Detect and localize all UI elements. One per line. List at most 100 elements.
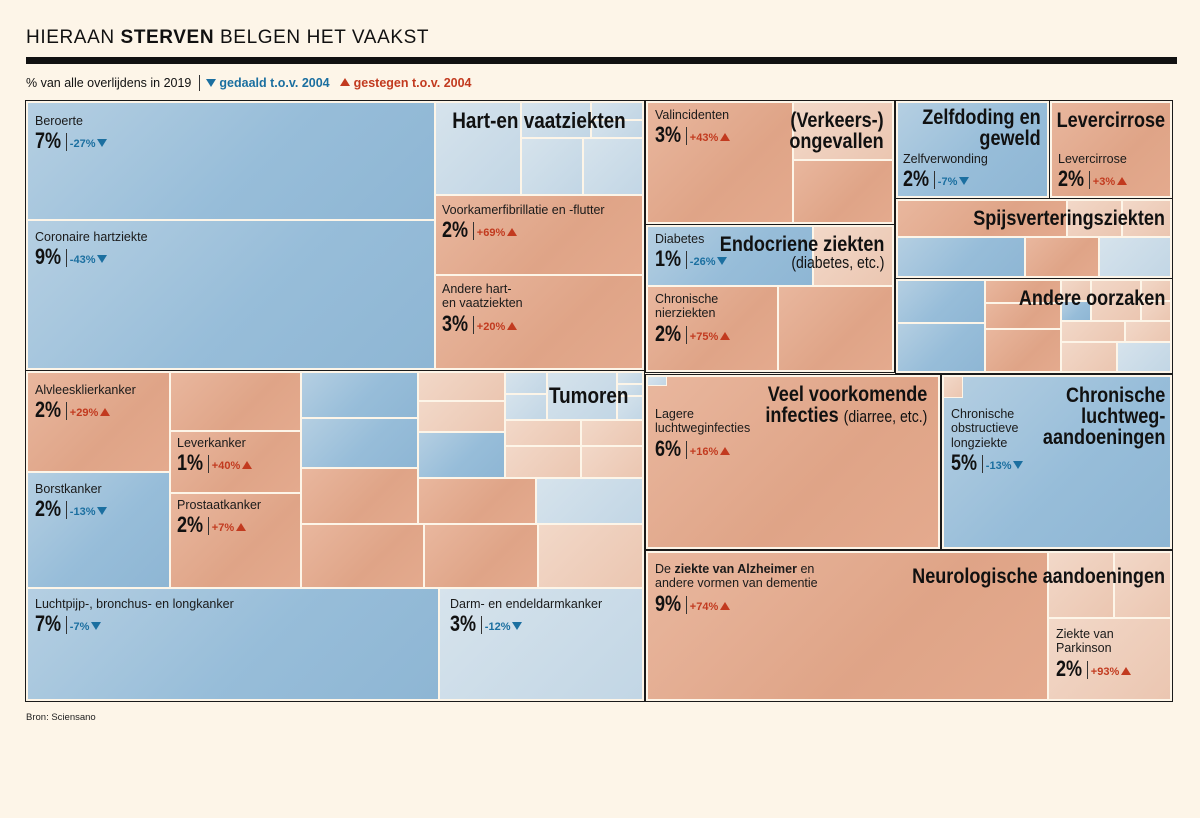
label-change: +16% xyxy=(690,446,734,458)
label-name: Valincidenten xyxy=(655,108,730,122)
triangle-down-icon xyxy=(959,177,970,186)
label-change: +75% xyxy=(690,331,734,343)
cell-andere xyxy=(1141,301,1171,321)
triangle-down-icon xyxy=(91,622,102,631)
cell-tumor-small xyxy=(617,396,643,420)
label-prostaat: Prostaatkanker 2% +7% xyxy=(177,498,261,536)
chart-title: HIERAAN STERVEN BELGEN HET VAAKST xyxy=(26,27,430,48)
triangle-up-icon xyxy=(720,446,731,455)
label-pct: 5% xyxy=(951,450,978,476)
cell-copd xyxy=(943,376,1171,548)
cell-coronaire-hartziekte xyxy=(27,220,435,369)
cell-hart-small xyxy=(591,102,643,120)
label-voorkamer: Voorkamerfibrillatie en -flutter 2% +69% xyxy=(442,203,605,241)
label-lagere-luchtweg: Lagere luchtweginfecties 6% +16% xyxy=(655,407,750,460)
label-pct: 2% xyxy=(442,217,469,243)
label-pct: 1% xyxy=(655,246,682,272)
cell-tumor-small xyxy=(301,418,418,468)
label-coronaire: Coronaire hartziekte 9% -43% xyxy=(35,230,148,268)
group-title-zelfdoding: Zelfdoding en geweld xyxy=(923,107,1041,149)
cell-tumor-small xyxy=(505,446,581,478)
label-pct: 2% xyxy=(177,512,204,538)
cell-verkeer-small xyxy=(793,102,893,160)
group-title-verkeer: (Verkeers-) ongevallen xyxy=(790,110,884,152)
label-zelfverwonding: Zelfverwonding 2% -7% xyxy=(903,152,988,190)
group-title-zelfdoding-line2: geweld xyxy=(979,127,1041,150)
group-title-spijs: Spijsverteringsziekten xyxy=(973,207,1165,230)
label-pct: 2% xyxy=(1056,655,1083,681)
label-change: -43% xyxy=(70,254,111,266)
triangle-up-icon xyxy=(720,133,731,142)
label-beroerte: Beroerte 7% -27% xyxy=(35,114,110,152)
triangle-up-icon xyxy=(236,523,247,532)
cell-alvleesklierkanker xyxy=(27,372,170,472)
label-andere-hart: Andere hart-en vaatziekten 3% +20% xyxy=(442,282,523,335)
label-pct: 2% xyxy=(655,320,682,346)
cell-andere xyxy=(897,323,985,372)
legend: % van alle overlijdens in 2019 gedaald t… xyxy=(26,74,472,92)
label-valincidenten: Valincidenten 3% +43% xyxy=(655,108,734,146)
label-long: Luchtpijp-, bronchus- en longkanker 7% -7… xyxy=(35,597,234,635)
cell-spijs xyxy=(1099,237,1171,277)
cell-tumor-small xyxy=(418,478,536,524)
label-name: Zelfverwonding xyxy=(903,152,988,166)
group-title-zelfdoding-line1: Zelfdoding en xyxy=(922,106,1041,129)
label-pct: 3% xyxy=(450,611,477,637)
label-change: +43% xyxy=(690,132,734,144)
cell-prostaatkanker xyxy=(170,493,301,588)
group-title-endo-line1: Endocriene ziekten xyxy=(719,233,884,256)
cell-tumor-small xyxy=(538,524,643,588)
cell-beroerte xyxy=(27,102,435,220)
cell-tumor-small xyxy=(301,372,418,418)
cell-tumor-small xyxy=(301,524,424,588)
cell-leverkanker xyxy=(170,431,301,493)
group-title-infect-sub: (diarree, etc.) xyxy=(843,408,927,426)
cell-andere xyxy=(1125,321,1171,342)
triangle-down-icon xyxy=(97,255,108,264)
group-title-verkeer-line2: ongevallen xyxy=(789,130,884,153)
cell-neuro-small xyxy=(1048,552,1114,618)
group-title-luchtweg-line2: luchtweg- xyxy=(1080,405,1165,428)
label-name: Chronische nierziekten xyxy=(655,292,719,321)
cell-andere xyxy=(985,329,1061,372)
cell-spijs xyxy=(897,237,1025,277)
cell-spijs xyxy=(897,200,1067,237)
label-name: Chronische obstructieve longziekte xyxy=(951,407,1019,450)
cell-tumor-small xyxy=(424,524,538,588)
label-alzheimer: De ziekte van Alzheimer en andere vormen … xyxy=(655,562,818,615)
group-title-hart: Hart-en vaatziekten xyxy=(452,108,626,133)
triangle-up-icon xyxy=(507,228,518,237)
cell-neuro-small xyxy=(1114,552,1171,618)
cell-lagere-luchtweginfecties xyxy=(647,376,939,548)
label-pct: 3% xyxy=(655,122,682,148)
triangle-down-icon xyxy=(717,257,728,266)
cell-infect-small xyxy=(647,376,667,386)
cell-spijs xyxy=(1025,237,1099,277)
group-title-infect-line1: Veel voorkomende xyxy=(767,383,927,406)
cell-andere xyxy=(1061,321,1125,342)
group-title-luchtweg-line1: Chronische xyxy=(1065,384,1165,407)
title-rule xyxy=(26,57,1177,64)
cell-alzheimer xyxy=(647,552,1048,700)
cell-tumor-small xyxy=(505,420,581,446)
label-change: -27% xyxy=(70,138,111,150)
triangle-up-icon xyxy=(720,601,731,610)
label-name: Coronaire hartziekte xyxy=(35,230,148,244)
cell-tumor-small xyxy=(418,401,505,432)
subtitle: % van alle overlijdens in 2019 xyxy=(26,76,192,90)
triangle-up-icon xyxy=(339,78,350,86)
triangle-down-icon xyxy=(512,622,523,631)
label-name: Borstkanker xyxy=(35,482,102,496)
group-title-levercirrose: Levercirrose xyxy=(1056,109,1165,132)
cell-tumor-small xyxy=(301,468,418,524)
cell-endo-small xyxy=(813,226,893,286)
cell-andere xyxy=(1061,342,1117,372)
cell-tumor-small xyxy=(505,372,547,394)
cell-diabetes xyxy=(647,226,813,286)
label-name: Andere hart-en vaatziekten xyxy=(442,282,523,311)
triangle-down-icon xyxy=(1013,461,1024,470)
label-pct: 1% xyxy=(177,450,204,476)
label-name: Voorkamerfibrillatie en -flutter xyxy=(442,203,605,217)
cell-hart-small xyxy=(583,138,643,195)
